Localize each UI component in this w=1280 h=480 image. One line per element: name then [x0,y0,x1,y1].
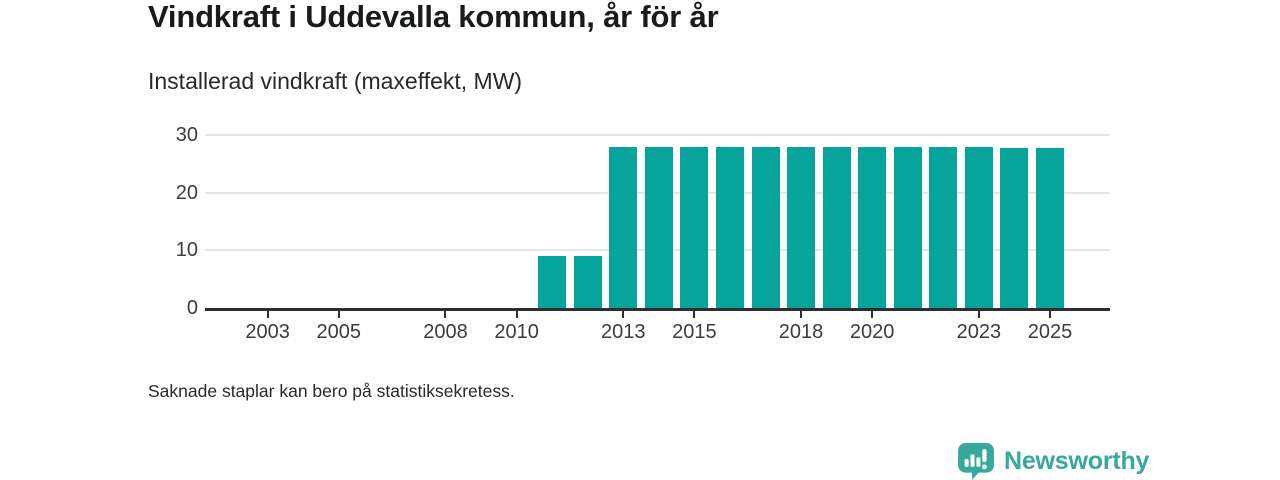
x-tick-2013 [622,311,625,318]
newsworthy-logo-icon [958,443,994,480]
x-tick-2010 [515,311,518,318]
x-tick-2020 [871,311,874,318]
bar-2012 [573,256,602,308]
bar-2025 [1035,147,1064,308]
bar-2015 [680,146,709,308]
bar-2016 [715,146,744,308]
x-tick-2008 [444,311,447,318]
x-tick-2023 [977,311,980,318]
gridline-30 [205,134,1110,136]
x-tick-2015 [693,311,696,318]
x-tick-label-2025: 2025 [1027,321,1073,343]
y-tick-label-30: 30 [175,124,198,146]
bar-2014 [644,146,673,308]
y-tick-label-0: 0 [186,297,198,319]
x-tick-label-2018: 2018 [778,321,824,343]
x-tick-label-2005: 2005 [316,321,362,343]
bar-2023 [964,146,993,308]
y-tick-label-20: 20 [175,181,198,204]
bar-2024 [1000,147,1029,308]
x-tick-2018 [800,311,803,318]
brand-name: Newsworthy [1004,447,1150,475]
bar-2020 [858,146,887,308]
x-tick-2003 [266,311,269,318]
chart-subtitle: Installerad vindkraft (maxeffekt, MW) [148,68,523,94]
bar-2021 [893,146,922,308]
x-tick-label-2020: 2020 [849,321,895,343]
footnote: Saknade staplar kan bero på statistiksek… [148,381,515,401]
bar-2013 [609,146,638,308]
x-tick-label-2003: 2003 [245,321,290,343]
plot-area: 2003 2005 2008 2010 2013 2015 2018 2020 2023 2025 [205,134,1110,343]
bar-2011 [538,256,567,308]
bar-2018 [787,146,816,308]
bar-2019 [822,146,851,308]
x-tick-label-2013: 2013 [601,321,646,343]
chart-title: Vindkraft i Uddevalla kommun, år för år [148,0,719,34]
bar-2022 [929,146,958,308]
newsworthy-branding: Newsworthy [957,443,1149,480]
x-tick-label-2023: 2023 [956,321,1002,343]
x-tick-label-2015: 2015 [672,321,717,343]
x-tick-2005 [337,311,340,318]
x-tick-2025 [1048,311,1051,318]
x-tick-label-2010: 2010 [494,321,539,343]
bar-2017 [751,146,780,308]
y-tick-label-10: 10 [175,239,198,262]
x-tick-label-2008: 2008 [423,321,468,343]
